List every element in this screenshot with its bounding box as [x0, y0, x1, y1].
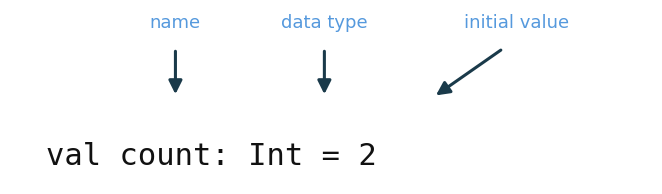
Text: val count: Int = 2: val count: Int = 2 — [46, 142, 377, 171]
Text: name: name — [150, 14, 201, 32]
Text: initial value: initial value — [464, 14, 569, 32]
Text: data type: data type — [281, 14, 367, 32]
